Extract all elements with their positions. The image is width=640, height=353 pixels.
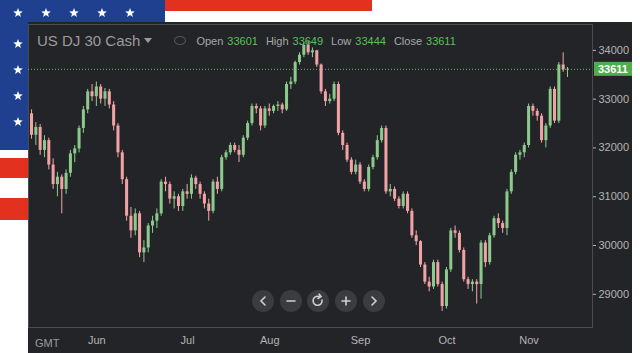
svg-text:Sep: Sep: [351, 334, 371, 346]
html-text:Close 33611: Close 33611: [393, 34, 456, 47]
svg-text:30000: 30000: [599, 239, 630, 251]
html-text:Open 33601: Open 33601: [196, 34, 258, 47]
svg-text:34000: 34000: [599, 44, 630, 56]
svg-text:Jul: Jul: [181, 334, 195, 346]
html-text:GMT: GMT: [35, 337, 60, 349]
svg-text:Nov: Nov: [519, 334, 539, 346]
svg-text:33000: 33000: [599, 93, 630, 105]
svg-text:32000: 32000: [599, 141, 630, 153]
html-text:High 33649: High 33649: [265, 34, 324, 47]
svg-text:31000: 31000: [599, 190, 630, 202]
svg-text:Jun: Jun: [88, 334, 106, 346]
svg-text:33611: 33611: [598, 63, 628, 75]
svg-text:Oct: Oct: [438, 334, 455, 346]
svg-text:29000: 29000: [599, 288, 630, 300]
svg-text:Aug: Aug: [260, 334, 280, 346]
html-text:Low 33444: Low 33444: [331, 34, 386, 47]
html-text:US DJ 30 Cash: US DJ 30 Cash: [37, 32, 141, 49]
